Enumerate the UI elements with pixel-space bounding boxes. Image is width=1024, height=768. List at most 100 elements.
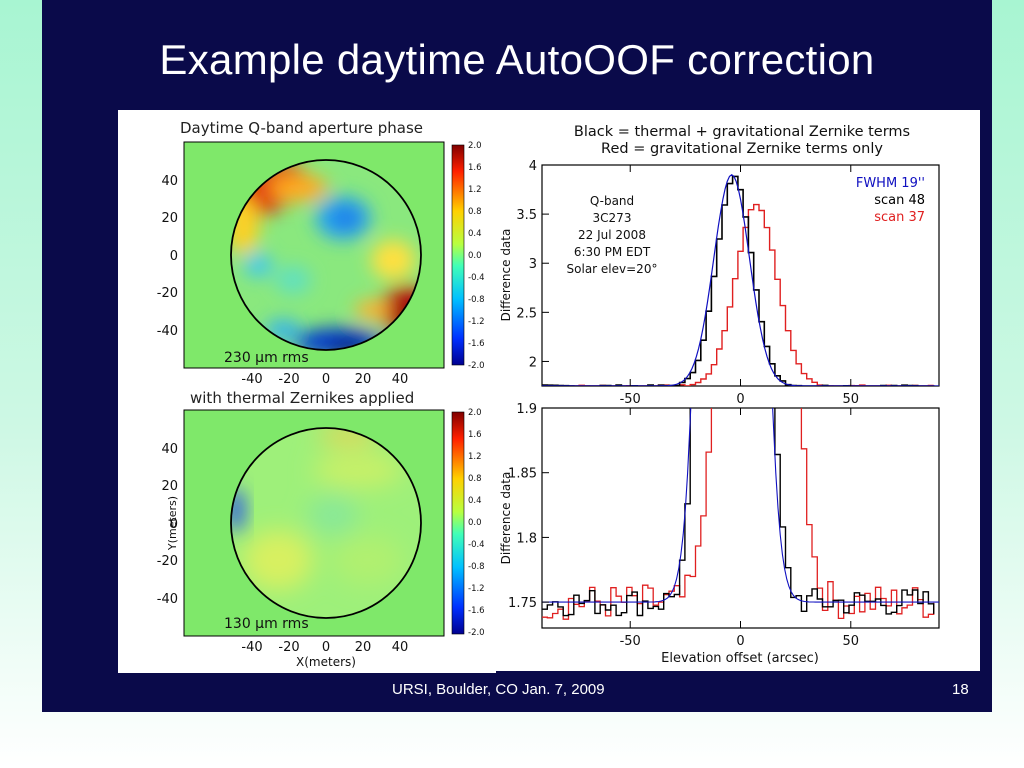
y-tick-label: 1.8 xyxy=(516,531,537,546)
map2-yticks: 40 20 0 -20 -40 xyxy=(157,442,178,607)
map1-colorbar-ticks: 2.0 1.6 1.2 0.8 0.4 0.0 -0.4 -0.8 -1.2 -… xyxy=(468,141,485,371)
scan-top-ticks: -50 0 50 2 2.5 3 3.5 4 xyxy=(516,159,859,407)
map1-cbar-tick: 1.2 xyxy=(468,185,482,195)
map2-cbar-tick: -0.4 xyxy=(468,540,485,550)
scan-bottom-traces xyxy=(542,408,939,620)
x-tick-label: 0 xyxy=(736,634,744,649)
map2-ytick: -20 xyxy=(157,554,178,569)
map1-cbar-tick: -0.4 xyxy=(468,273,485,283)
map1-ytick: -40 xyxy=(157,324,178,339)
map1-ytick: 40 xyxy=(161,174,178,189)
trace-scan-37 xyxy=(542,408,935,620)
map1-xticks: -40 -20 0 20 40 xyxy=(241,372,408,387)
slide-title: Example daytime AutoOOF correction xyxy=(159,36,875,83)
aperture-maps-panel: Daytime Q-band aperture phase xyxy=(118,110,496,673)
map2-xtick: 40 xyxy=(392,640,409,655)
map1-xtick: 20 xyxy=(355,372,372,387)
map2-ytick: -40 xyxy=(157,592,178,607)
scan-info-box: Q-band 3C273 22 Jul 2008 6:30 PM EDT Sol… xyxy=(567,194,658,276)
info-date: 22 Jul 2008 xyxy=(578,228,646,242)
x-tick-label: -50 xyxy=(620,392,641,407)
map1-cbar-tick: 0.4 xyxy=(468,229,482,239)
scan-bottom-ylabel: Difference data xyxy=(499,472,513,565)
map2-rim xyxy=(230,427,422,619)
map2-xtick: 0 xyxy=(322,640,330,655)
map2-cbar-tick: 1.2 xyxy=(468,452,482,462)
y-tick-label: 1.9 xyxy=(516,402,537,417)
map1-xtick: 40 xyxy=(392,372,409,387)
map1-cbar-tick: -1.6 xyxy=(468,339,485,349)
aperture-maps-svg: Daytime Q-band aperture phase xyxy=(157,119,485,669)
beam-scan-svg: Black = thermal + gravitational Zernike … xyxy=(499,124,940,666)
legend-fwhm: FWHM 19'' xyxy=(856,176,925,191)
x-tick-label: 0 xyxy=(736,392,744,407)
map1-cbar-tick: -0.8 xyxy=(468,295,485,305)
x-tick-label: -50 xyxy=(620,634,641,649)
scan-top-ylabel: Difference data xyxy=(499,229,513,322)
map1-title: Daytime Q-band aperture phase xyxy=(180,119,423,137)
scan-title-line1: Black = thermal + gravitational Zernike … xyxy=(574,124,910,140)
map2-cbar-tick: 2.0 xyxy=(468,408,482,418)
info-band: Q-band xyxy=(590,194,634,208)
trace-fwhm-19- xyxy=(542,174,939,386)
slide: Example daytime AutoOOF correction xyxy=(42,0,992,712)
slide-page-number: 18 xyxy=(952,681,969,698)
map1-yticks: 40 20 0 -20 -40 xyxy=(157,174,178,339)
y-tick-label: 1.75 xyxy=(508,596,537,611)
x-tick-label: 50 xyxy=(843,634,860,649)
beam-scan-panel: Black = thermal + gravitational Zernike … xyxy=(484,110,980,671)
map1-cbar-tick: 1.6 xyxy=(468,163,482,173)
map1-rms: 230 μm rms xyxy=(224,350,309,366)
map2-colorbar xyxy=(451,411,465,635)
map2-cbar-tick: -0.8 xyxy=(468,562,485,572)
map1-colorbar xyxy=(451,144,465,366)
map1-aperture xyxy=(231,160,421,350)
map1-cbar-tick: -2.0 xyxy=(468,361,485,371)
slide-footer: URSI, Boulder, CO Jan. 7, 2009 xyxy=(392,681,605,698)
map2-cbar-tick: -1.6 xyxy=(468,606,485,616)
scan-bottom-frame xyxy=(541,407,940,629)
scan-top-traces xyxy=(542,174,939,386)
legend-scan37: scan 37 xyxy=(874,210,925,225)
scan-legend: FWHM 19'' scan 48 scan 37 xyxy=(856,176,925,225)
info-elev: Solar elev=20° xyxy=(567,262,658,276)
scan-title-line2: Red = gravitational Zernike terms only xyxy=(601,141,883,157)
map1-cbar-tick: 0.0 xyxy=(468,251,482,261)
map2-colorbar-ticks: 2.0 1.6 1.2 0.8 0.4 0.0 -0.4 -0.8 -1.2 -… xyxy=(468,408,485,638)
map2-ytick: 0 xyxy=(170,517,178,532)
map1-xtick: -40 xyxy=(241,372,262,387)
info-time: 6:30 PM EDT xyxy=(574,245,651,259)
y-tick-label: 1.85 xyxy=(508,467,537,482)
scan-bottom-ticks: -50 0 50 1.75 1.8 1.85 1.9 xyxy=(508,402,859,649)
map1-ytick: 20 xyxy=(161,211,178,226)
y-tick-label: 2.5 xyxy=(516,306,537,321)
y-tick-label: 2 xyxy=(529,355,537,370)
map2-title: with thermal Zernikes applied xyxy=(190,389,414,407)
map1-rim xyxy=(230,159,422,351)
map1-xtick: 0 xyxy=(322,372,330,387)
map1-ytick: 0 xyxy=(170,249,178,264)
map2-rms: 130 μm rms xyxy=(224,616,309,632)
map2-xtick: 20 xyxy=(355,640,372,655)
scan-bottom-xlabel: Elevation offset (arcsec) xyxy=(661,651,819,666)
map2-cbar-tick: -1.2 xyxy=(468,584,485,594)
map2-xticks: -40 -20 0 20 40 xyxy=(241,640,408,655)
map1-cbar-tick: 0.8 xyxy=(468,207,482,217)
map2-xlabel: X(meters) xyxy=(296,655,356,669)
map2-ytick: 40 xyxy=(161,442,178,457)
trace-fwhm-19- xyxy=(542,408,939,603)
map1-cbar-tick: 2.0 xyxy=(468,141,482,151)
map1-cbar-tick: -1.2 xyxy=(468,317,485,327)
map2-xtick: -20 xyxy=(278,640,299,655)
map2-cbar-tick: 0.8 xyxy=(468,474,482,484)
map1-xtick: -20 xyxy=(278,372,299,387)
map2-cbar-tick: 1.6 xyxy=(468,430,482,440)
info-source: 3C273 xyxy=(593,211,632,225)
legend-scan48: scan 48 xyxy=(874,193,925,208)
map2-cbar-tick: -2.0 xyxy=(468,628,485,638)
y-tick-label: 4 xyxy=(529,159,537,174)
trace-scan-48 xyxy=(542,408,935,617)
y-tick-label: 3.5 xyxy=(516,208,537,223)
map1-ytick: -20 xyxy=(157,286,178,301)
map2-ylabel: Y(meters) xyxy=(166,496,179,551)
